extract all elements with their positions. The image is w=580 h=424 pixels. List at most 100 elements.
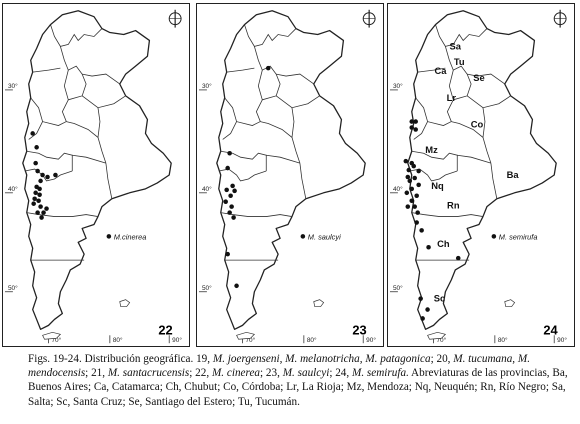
caption-species: M. santacrucensis [107, 367, 190, 380]
argentina-outline [22, 10, 172, 330]
record-point [406, 167, 412, 173]
province-border [417, 67, 446, 73]
province-border [490, 163, 498, 199]
lat-label: 50° [202, 284, 212, 292]
caption-text: ; 20, [430, 353, 454, 365]
province-border [24, 168, 73, 182]
north-arrow-icon [362, 9, 376, 28]
province-border [457, 154, 492, 164]
province-border [254, 46, 277, 75]
caption-text: ; 22, [189, 367, 212, 380]
lon-label: 70° [51, 336, 61, 344]
lon-label: 90° [557, 336, 567, 344]
province-label: Se [473, 72, 484, 83]
record-point [232, 188, 237, 194]
record-point [227, 210, 232, 215]
record-point [35, 210, 40, 215]
province-label: Nq [431, 180, 444, 191]
record-point [38, 178, 43, 184]
island [427, 331, 447, 340]
lat-label: 40° [202, 185, 212, 193]
map-panel-24: 30° 40° 50° 70° 80° 90° Sa Tu Ca Se Lr Co Mz Nq Ba Rn Ch… [387, 3, 575, 347]
record-point [419, 228, 424, 233]
record-point [405, 174, 411, 180]
island [119, 299, 131, 307]
province-border [482, 107, 486, 138]
record-point [38, 204, 43, 209]
province-border [105, 163, 113, 199]
species-legend: M. semirufa [499, 232, 538, 241]
caption-text: ; 23, [260, 367, 283, 380]
lon-label: 70° [436, 336, 446, 344]
species-legend: M. saulcyi [308, 232, 341, 241]
record-point [426, 244, 431, 250]
record-point [230, 183, 235, 189]
record-point [223, 199, 228, 204]
record-point [35, 168, 40, 174]
figure-number: 22 [158, 322, 172, 337]
province-border [275, 95, 320, 109]
legend-marker [300, 234, 306, 239]
record-point [41, 210, 46, 215]
province-border [467, 73, 505, 85]
record-point [53, 172, 58, 178]
province-border [453, 73, 472, 101]
argentina-map-22: 30° 40° 50° 70° 80° 90° M.cinerea 22 [4, 9, 182, 344]
record-point [39, 215, 44, 220]
record-point [411, 163, 416, 169]
record-point [44, 206, 49, 211]
province-border [466, 95, 511, 109]
province-border [411, 150, 458, 172]
figure-caption: Figs. 19-24. Distribución geográfica. 19… [28, 352, 576, 409]
record-point [33, 190, 38, 196]
map-panel-23: 30° 40° 50° 70° 80° 90° M. saulcyi 23 [196, 3, 384, 347]
lat-label: 50° [393, 284, 403, 292]
map-panel-22: 30° 40° 50° 70° 80° 90° M.cinerea 22 [2, 3, 190, 347]
record-point [33, 160, 38, 166]
record-point [412, 204, 417, 209]
province-label: Sc [434, 293, 445, 304]
province-border [244, 24, 297, 47]
province-border [50, 24, 103, 47]
record-point [416, 182, 421, 188]
province-border [266, 154, 301, 164]
lat-label: 50° [8, 284, 18, 292]
province-label: Ba [507, 169, 520, 180]
figure-number: 24 [543, 322, 558, 337]
record-point [30, 131, 35, 136]
north-arrow-icon [168, 9, 182, 28]
island [236, 331, 256, 340]
caption-text: Abreviaturas de las provincias, Ba, Buen… [28, 367, 568, 408]
province-border [226, 67, 255, 73]
record-point [455, 255, 461, 261]
lat-label: 40° [393, 185, 403, 193]
province-label: Ch [437, 238, 450, 249]
province-border [72, 154, 107, 164]
record-point [31, 201, 36, 206]
record-point [224, 187, 229, 193]
record-point [37, 186, 42, 192]
province-border [97, 107, 101, 138]
record-point [425, 307, 430, 312]
province-border [445, 46, 468, 75]
province-border [68, 73, 87, 101]
caption-species: M. cinerea [211, 367, 261, 380]
province-border [262, 73, 281, 101]
argentina-outline [407, 10, 557, 330]
record-point [409, 125, 415, 130]
lat-label: 30° [202, 82, 212, 90]
province-border [66, 121, 107, 164]
record-point [413, 119, 418, 124]
argentina-outline [216, 10, 366, 330]
record-point [231, 215, 236, 220]
island [313, 299, 325, 307]
argentina-map-24: 30° 40° 50° 70° 80° 90° Sa Tu Ca Se Lr Co Mz Nq Ba Rn Ch… [389, 9, 567, 344]
record-point [234, 283, 239, 289]
record-point [407, 178, 413, 184]
caption-species: M. joergenseni, M. melanotricha, M. pata… [212, 353, 431, 365]
record-point [36, 198, 41, 203]
record-point [40, 172, 45, 178]
record-point [225, 165, 230, 171]
province-border [28, 121, 43, 140]
province-border [32, 67, 61, 73]
